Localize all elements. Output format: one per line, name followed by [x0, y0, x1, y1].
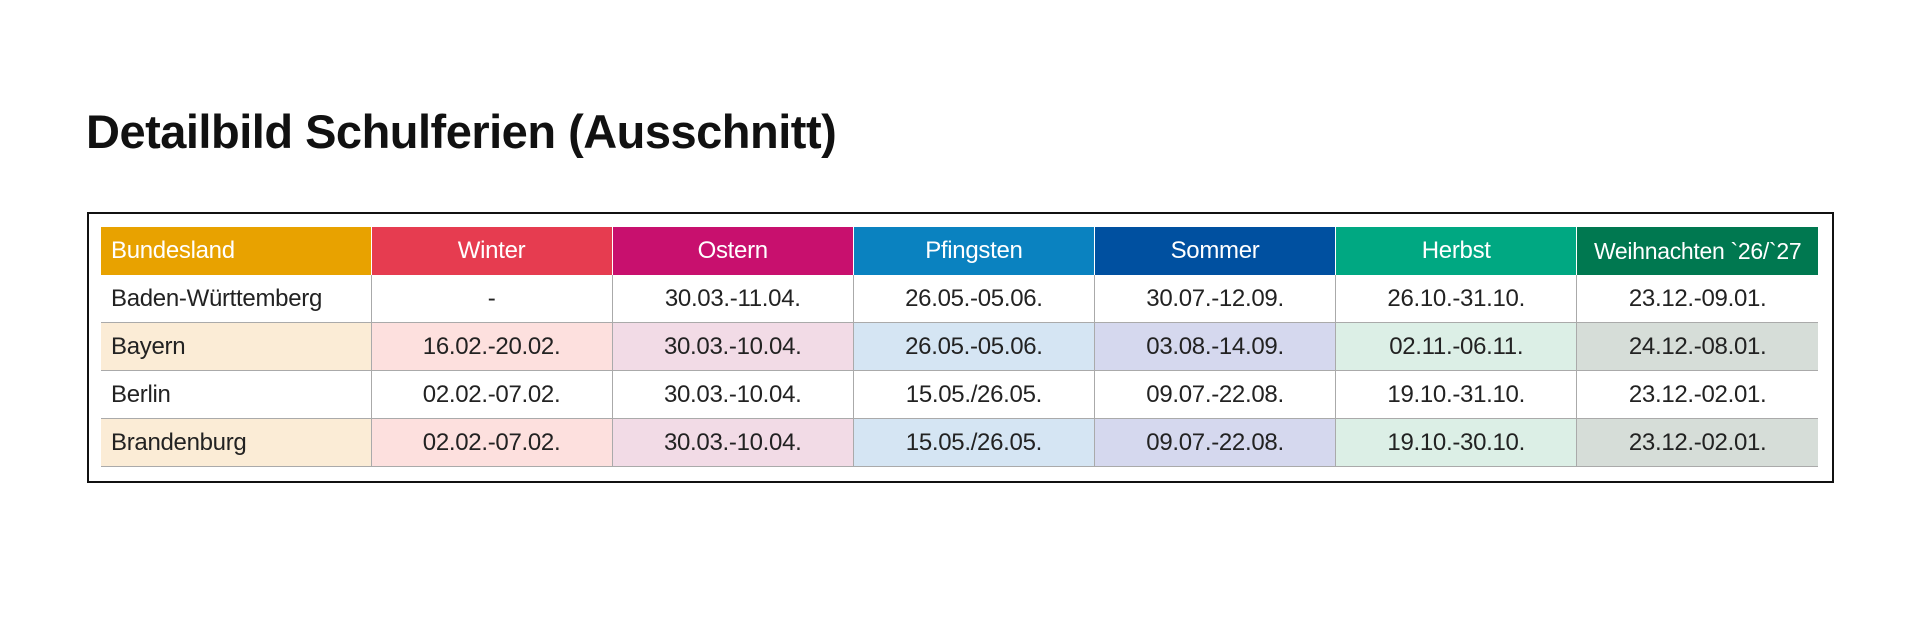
- date-cell: 19.10.-31.10.: [1335, 370, 1577, 419]
- date-cell: 02.02.-07.02.: [370, 370, 613, 419]
- date-cell: 24.12.-08.01.: [1576, 322, 1818, 371]
- column-header: Pfingsten: [852, 227, 1095, 275]
- date-cell: 02.11.-06.11.: [1335, 322, 1577, 371]
- date-cell: 02.02.-07.02.: [370, 418, 613, 467]
- state-cell: Bayern: [101, 322, 371, 371]
- state-cell: Baden-Württemberg: [101, 275, 371, 323]
- column-header: Weihnachten `26/`27: [1576, 227, 1818, 275]
- date-cell: 26.10.-31.10.: [1335, 275, 1577, 323]
- header-row: Bundesland Winter Ostern Pfingsten Sommer Her…: [101, 227, 1818, 275]
- column-header: Winter: [370, 227, 613, 275]
- date-cell: 26.05.-05.06.: [852, 322, 1095, 371]
- date-cell: 23.12.-02.01.: [1576, 370, 1818, 419]
- date-cell: 30.03.-10.04.: [611, 370, 854, 419]
- column-header: Herbst: [1335, 227, 1577, 275]
- column-header: Ostern: [611, 227, 854, 275]
- column-header: Sommer: [1093, 227, 1336, 275]
- state-cell: Brandenburg: [101, 418, 371, 467]
- table-row: Bayern 16.02.-20.02. 30.03.-10.04. 26.05.-0…: [101, 322, 1818, 371]
- date-cell: 30.03.-10.04.: [611, 322, 854, 371]
- date-cell: 30.03.-10.04.: [611, 418, 854, 467]
- table-row: Baden-Württemberg -30.03.-11.04. 26.05.-05…: [101, 275, 1818, 323]
- date-cell: 23.12.-02.01.: [1576, 418, 1818, 467]
- title: Detailbild Schulferien (Ausschnitt): [86, 105, 837, 158]
- date-cell: 15.05./26.05.: [852, 370, 1095, 419]
- date-cell: 09.07.-22.08.: [1093, 370, 1336, 419]
- date-cell: 15.05./26.05.: [852, 418, 1095, 467]
- date-cell: 26.05.-05.06.: [852, 275, 1095, 323]
- date-cell: 03.08.-14.09.: [1093, 322, 1336, 371]
- date-cell: 16.02.-20.02.: [370, 322, 613, 371]
- date-cell: 30.03.-11.04.: [611, 275, 854, 323]
- table-row: Berlin 02.02.-07.02. 30.03.-10.04. 15.05./2…: [101, 370, 1818, 419]
- date-cell: 19.10.-30.10.: [1335, 418, 1577, 467]
- column-header: Bundesland: [101, 227, 371, 275]
- table-frame: Bundesland Winter Ostern Pfingsten Sommer Her…: [87, 212, 1834, 483]
- table-row: Brandenburg 02.02.-07.02. 30.03.-10.04. 15.…: [101, 418, 1818, 467]
- date-cell: 23.12.-09.01.: [1576, 275, 1818, 323]
- state-cell: Berlin: [101, 370, 371, 419]
- date-cell: 09.07.-22.08.: [1093, 418, 1336, 467]
- date-cell: 30.07.-12.09.: [1093, 275, 1336, 323]
- holiday-table: Bundesland Winter Ostern Pfingsten Sommer Her…: [101, 227, 1818, 467]
- date-cell: -: [370, 275, 613, 323]
